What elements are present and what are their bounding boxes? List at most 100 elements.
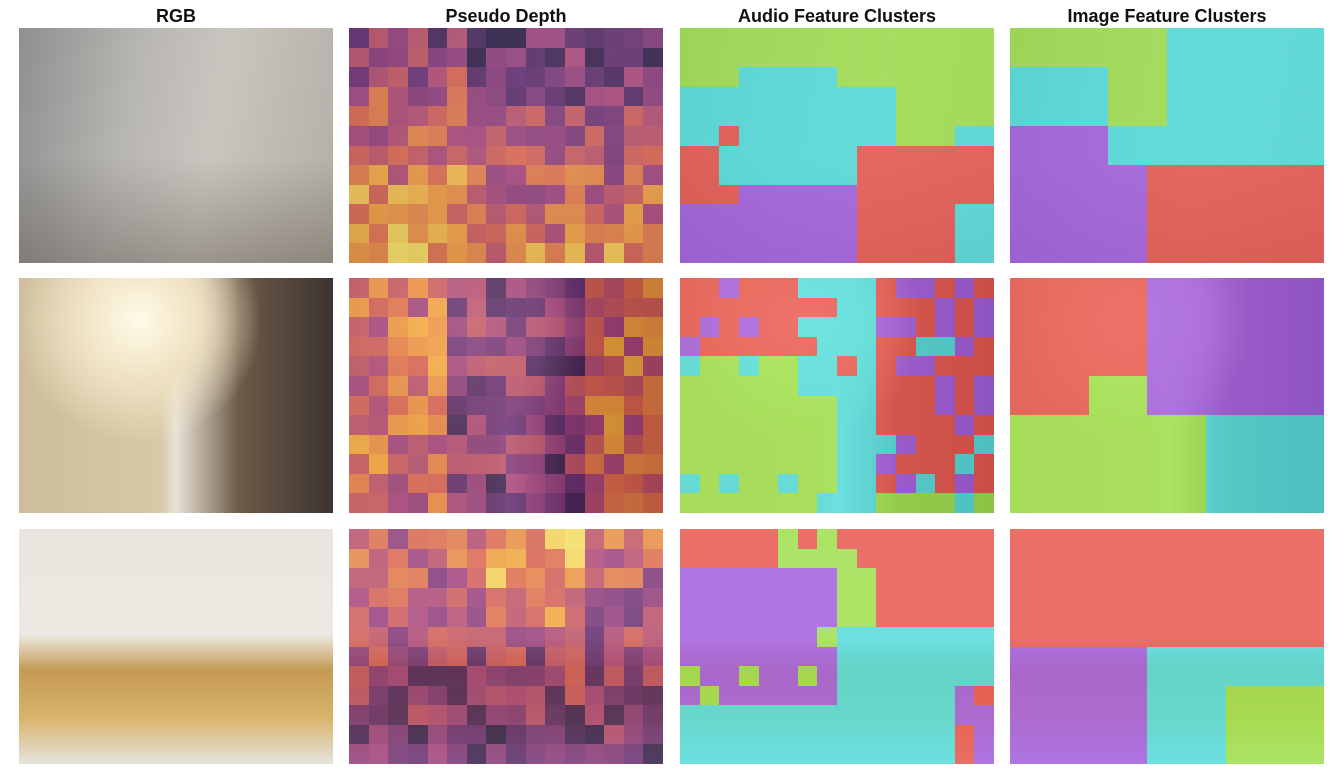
overlay-cell [604,47,624,68]
overlay-cell [1167,607,1187,627]
overlay-cell [856,434,877,455]
overlay-cell [1029,356,1050,376]
overlay-cell [1167,125,1187,146]
overlay-cell [388,666,408,686]
overlay-cell [738,587,759,608]
overlay-cell [974,568,994,588]
overlay-cell [1167,493,1187,513]
overlay-cell [680,67,700,87]
overlay-cell [1304,47,1324,68]
overlay-cell [1206,47,1226,68]
overlay-cell [1068,587,1089,608]
overlay-cell [623,587,644,608]
overlay-cell [1304,243,1324,263]
overlay-cell [876,705,896,725]
overlay-cell [349,587,369,608]
overlay-cell [1265,184,1285,205]
overlay-cell [623,223,644,244]
overlay-cell [876,67,896,87]
overlay-cell [643,395,663,416]
overlay-cell [1029,106,1050,126]
overlay-cell [545,145,565,166]
overlay-cell [699,184,720,205]
overlay-cell [817,145,837,166]
overlay-cell [817,184,837,205]
overlay-cell [1147,375,1167,396]
overlay-cell [797,356,818,376]
overlay-cell [778,548,798,569]
overlay-cell [447,548,467,569]
overlay-cell [797,415,818,435]
overlay-cell [525,685,546,706]
overlay-cell [1206,336,1226,357]
overlay-cell [564,28,585,48]
overlay-cell [1127,375,1148,396]
overlay-cell [954,106,975,126]
overlay-cell [1127,529,1148,549]
overlay-cell [1284,493,1305,513]
overlay-cell [486,28,506,48]
overlay-cell [954,223,975,244]
overlay-cell [856,106,877,126]
overlay-cell [545,626,565,647]
overlay-cell [778,473,798,494]
overlay-cell [1167,705,1187,725]
overlay-cell [1108,705,1128,725]
overlay-cell [738,666,759,686]
overlay-cell [876,493,896,513]
overlay-cell [758,473,779,494]
overlay-cell [1245,744,1266,764]
audio-cluster-map-row-3 [680,529,994,764]
overlay-cell [817,646,837,667]
overlay-cell [1010,317,1030,337]
overlay-cell [584,86,605,107]
overlay-cell [388,375,408,396]
overlay-cell [1108,587,1128,608]
overlay-cell [738,493,759,513]
overlay-cell [427,243,448,263]
overlay-cell [719,493,739,513]
overlay-cell [1206,28,1226,48]
overlay-cell [1284,67,1305,87]
overlay-cell [954,28,975,48]
overlay-cell [349,28,369,48]
overlay-cell [525,395,546,416]
overlay-cell [1245,86,1266,107]
overlay-cell [1265,125,1285,146]
overlay-cell [1029,434,1050,455]
overlay-cell [486,204,506,224]
overlay-cell [1088,493,1109,513]
overlay-cell [974,67,994,87]
overlay-cell [1088,86,1109,107]
overlay-cell [1186,724,1207,745]
overlay-cell [1049,86,1069,107]
overlay-cell [778,125,798,146]
overlay-cell [1010,493,1030,513]
overlay-cell [817,28,837,48]
overlay-cell [954,165,975,185]
overlay-cell [506,646,526,667]
overlay-cell [817,473,837,494]
overlay-cell [1049,336,1069,357]
overlay-cell [935,317,955,337]
overlay-cell [407,493,428,513]
overlay-cell [856,493,877,513]
overlay-cell [974,646,994,667]
overlay-cell [699,587,720,608]
overlay-cell [447,587,467,608]
overlay-cell [1068,47,1089,68]
overlay-cell [1010,454,1030,474]
overlay-cell [1265,568,1285,588]
overlay-cell [447,744,467,764]
overlay-cell [1186,705,1207,725]
overlay-cell [407,278,428,298]
overlay-cell [1186,165,1207,185]
overlay-cell [738,47,759,68]
overlay-cell [486,356,506,376]
overlay-cell [368,434,389,455]
overlay-cell [876,297,896,318]
overlay-cell [407,705,428,725]
overlay-cell [797,28,818,48]
overlay-cell [935,67,955,87]
overlay-cell [758,125,779,146]
